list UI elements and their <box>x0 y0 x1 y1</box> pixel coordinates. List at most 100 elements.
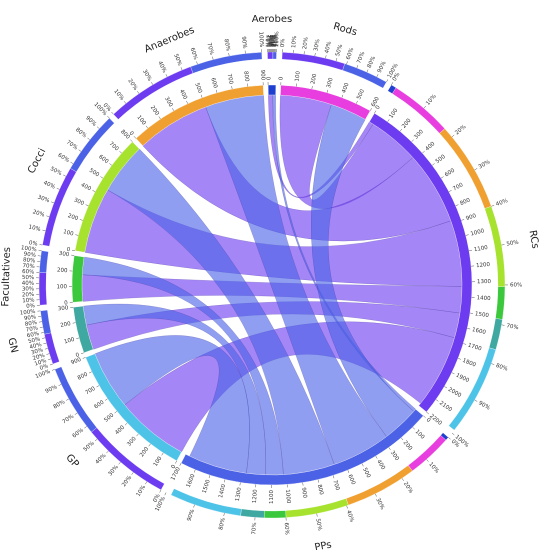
tick-mark <box>82 357 86 359</box>
percent-tick-label: 70% <box>506 323 519 331</box>
tick-mark <box>208 475 211 479</box>
percent-tick-label: 30% <box>107 464 120 477</box>
tick-label: 500 <box>356 88 366 101</box>
tick-mark <box>451 372 455 375</box>
percent-tick-mark <box>58 384 62 386</box>
segment-arc <box>369 112 473 413</box>
percent-tick-label: 70% <box>62 414 76 426</box>
percent-tick-label: 40% <box>156 60 167 74</box>
percent-tick-mark <box>474 168 478 171</box>
tick-mark <box>85 204 89 207</box>
percent-tick-mark <box>49 363 53 366</box>
percent-tick-mark <box>314 52 316 57</box>
tick-label: 200 <box>402 440 414 452</box>
segment-label: GP <box>63 452 80 470</box>
tick-label: 1800 <box>461 358 477 369</box>
percent-tick-label: 90% <box>23 251 36 258</box>
tick-label: 600 <box>97 154 109 165</box>
percent-ring-piece <box>39 250 49 273</box>
tick-mark <box>444 386 448 389</box>
percent-tick-label: 60% <box>346 47 356 61</box>
tick-label: 0 <box>425 417 432 424</box>
tick-mark <box>356 100 358 104</box>
percent-ring-piece <box>488 318 503 350</box>
percent-tick-label: 80% <box>74 127 87 139</box>
percent-tick-label: 0% <box>450 439 461 449</box>
percent-tick-label: 50% <box>83 440 96 453</box>
tick-label: 200 <box>60 321 72 329</box>
percent-tick-label: 80% <box>367 55 377 69</box>
percent-tick-label: 10% <box>136 484 148 498</box>
tick-mark <box>124 422 128 426</box>
percent-tick-label: 90% <box>186 509 196 523</box>
percent-ring-piece <box>392 87 445 134</box>
percent-tick-mark <box>107 115 110 119</box>
percent-tick-mark <box>491 363 495 365</box>
tick-label: 0 <box>64 300 69 306</box>
segment-label: Facultatives <box>0 247 13 307</box>
percent-tick-label: 0% <box>280 38 286 47</box>
tick-mark <box>179 463 182 466</box>
links <box>81 94 463 476</box>
tick-label: 1100 <box>474 245 489 253</box>
tick-label: 300 <box>58 251 70 259</box>
percent-tick-label: 0% <box>152 493 161 504</box>
tick-mark <box>347 469 350 473</box>
percent-tick-label: 50% <box>335 44 344 57</box>
percent-tick-mark <box>106 450 109 454</box>
tick-label: 700 <box>331 479 340 491</box>
percent-tick-mark <box>423 105 427 109</box>
percent-tick-label: 10% <box>425 94 438 107</box>
segment-label: PPs <box>314 540 333 550</box>
percent-tick-mark <box>137 91 140 94</box>
percent-tick-label: 30% <box>313 39 321 52</box>
tick-mark <box>88 371 92 374</box>
tick-mark <box>200 94 203 98</box>
tick-mark <box>72 322 76 324</box>
percent-tick-label: 90% <box>84 115 97 128</box>
percent-ring-piece <box>38 272 48 306</box>
percent-ring-piece <box>190 52 263 74</box>
tick-label: 500 <box>103 412 115 424</box>
segment-label: Cocci <box>26 147 48 176</box>
tick-label: 1600 <box>186 473 197 489</box>
tick-label: 1500 <box>202 479 212 495</box>
percent-tick-label: 70% <box>271 35 277 47</box>
percent-tick-mark <box>474 399 478 402</box>
percent-tick-mark <box>386 79 389 83</box>
tick-label: 300 <box>413 129 425 141</box>
percent-ring-piece <box>342 63 387 89</box>
tick-label: 300 <box>326 77 335 89</box>
tick-mark <box>130 139 133 142</box>
percent-tick-mark <box>42 229 46 232</box>
tick-mark <box>326 89 329 93</box>
percent-tick-label: 10% <box>291 36 298 49</box>
percent-tick-label: 40% <box>495 198 509 208</box>
percent-tick-label: 40% <box>22 281 34 287</box>
tick-mark <box>387 119 390 122</box>
percent-tick-label: 30% <box>478 159 492 170</box>
percent-tick-label: 20% <box>302 37 310 50</box>
tick-label: 100 <box>56 284 67 290</box>
tick-label: 300 <box>58 305 70 312</box>
percent-ring-piece <box>448 347 497 431</box>
percent-tick-label: 0% <box>392 72 402 83</box>
tick-mark <box>440 176 444 179</box>
tick-label: 600 <box>444 168 457 179</box>
percent-tick-mark <box>96 126 100 129</box>
percent-tick-mark <box>325 55 327 59</box>
percent-tick-label: 20% <box>402 481 414 495</box>
percent-tick-label: 90% <box>45 384 59 395</box>
percent-ring-piece <box>495 286 506 320</box>
percent-tick-mark <box>151 82 154 85</box>
tick-mark <box>375 455 378 459</box>
tick-label: 300 <box>126 436 138 448</box>
percent-tick-label: 0% <box>102 102 112 112</box>
percent-tick-mark <box>46 353 50 355</box>
percent-tick-mark <box>356 65 359 69</box>
percent-tick-label: 50% <box>49 166 63 177</box>
tick-mark <box>96 385 100 388</box>
percent-tick-mark <box>94 438 98 442</box>
tick-label: 400 <box>424 141 436 153</box>
